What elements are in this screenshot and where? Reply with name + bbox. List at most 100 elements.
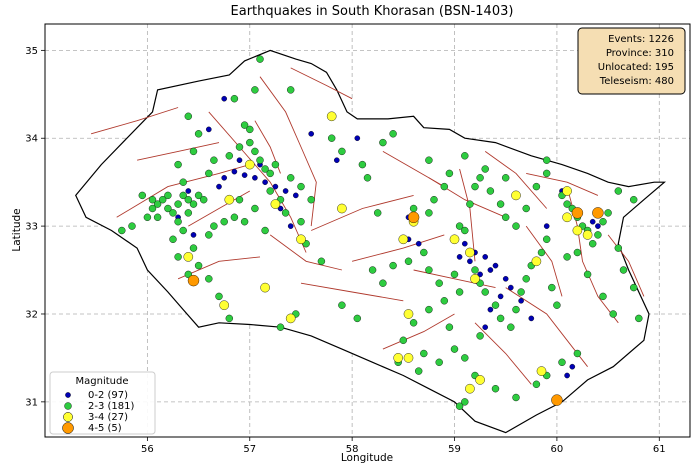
event-marker-mag-0-2 — [205, 126, 212, 133]
event-marker-mag-2-3 — [532, 380, 541, 388]
event-marker-mag-2-3 — [287, 174, 295, 182]
event-marker-mag-2-3 — [594, 231, 602, 239]
event-marker-mag-2-3 — [635, 314, 643, 323]
legend-label-4-5: 4-5 (5) — [88, 423, 122, 434]
event-marker-mag-2-3 — [450, 345, 459, 353]
x-tick-label: 59 — [448, 444, 461, 455]
event-marker-mag-2-3 — [522, 275, 530, 283]
event-marker-mag-3-4 — [511, 190, 521, 201]
event-marker-mag-2-3 — [256, 156, 264, 164]
event-marker-mag-2-3 — [174, 200, 182, 208]
event-marker-mag-0-2 — [308, 130, 315, 137]
event-marker-mag-2-3 — [445, 323, 454, 331]
event-marker-mag-2-3 — [583, 270, 592, 279]
event-marker-mag-0-2 — [543, 223, 550, 229]
event-marker-mag-2-3 — [184, 112, 193, 121]
event-marker-mag-0-2 — [185, 188, 192, 194]
event-marker-mag-3-4 — [572, 225, 583, 236]
event-marker-mag-2-3 — [619, 266, 628, 274]
fault-line — [90, 107, 179, 135]
event-marker-mag-4-5 — [187, 274, 200, 287]
event-marker-mag-2-3 — [630, 195, 638, 204]
event-marker-mag-0-2 — [221, 95, 227, 102]
event-marker-mag-3-4 — [398, 234, 409, 245]
fault-line — [208, 111, 307, 253]
event-marker-mag-3-4 — [536, 366, 547, 376]
magnitude-legend: Magnitude 0-2 (97) 2-3 (181) 3-4 (27) 4-… — [49, 371, 156, 435]
y-tick-label: 32 — [25, 309, 38, 320]
event-marker-mag-0-2 — [569, 363, 576, 370]
event-marker-mag-2-3 — [261, 226, 269, 235]
event-marker-mag-2-3 — [430, 195, 438, 204]
event-marker-mag-0-2 — [467, 258, 473, 265]
event-marker-mag-2-3 — [138, 191, 147, 200]
event-marker-mag-2-3 — [476, 332, 484, 340]
event-marker-mag-0-2 — [482, 254, 489, 260]
fault-line — [526, 172, 599, 196]
event-marker-mag-2-3 — [471, 182, 479, 191]
event-marker-mag-2-3 — [287, 86, 295, 94]
fault-line — [607, 234, 645, 297]
event-marker-mag-2-3 — [589, 239, 597, 248]
event-marker-mag-2-3 — [543, 235, 551, 244]
event-marker-mag-2-3 — [404, 257, 413, 265]
event-marker-mag-4-5 — [551, 394, 563, 406]
event-marker-mag-3-4 — [465, 383, 475, 394]
fault-line — [459, 168, 476, 262]
event-marker-mag-2-3 — [461, 354, 469, 362]
event-marker-mag-2-3 — [169, 209, 177, 217]
event-marker-mag-2-3 — [307, 195, 315, 204]
event-marker-mag-3-4 — [562, 186, 572, 196]
event-marker-mag-0-2 — [507, 284, 514, 291]
event-marker-mag-0-2 — [221, 174, 227, 181]
event-marker-mag-2-3 — [179, 191, 187, 200]
event-marker-mag-0-2 — [190, 232, 197, 238]
event-marker-mag-2-3 — [425, 305, 433, 314]
event-marker-mag-2-3 — [143, 213, 152, 222]
y-tick-label: 35 — [25, 46, 38, 57]
fault-line — [525, 225, 563, 297]
event-marker-mag-2-3 — [461, 226, 469, 235]
event-marker-mag-2-3 — [450, 270, 459, 279]
event-marker-mag-2-3 — [353, 314, 361, 323]
event-marker-mag-2-3 — [471, 266, 479, 274]
event-marker-mag-0-2 — [236, 157, 243, 163]
event-marker-mag-4-5 — [407, 211, 420, 224]
event-marker-mag-2-3 — [210, 156, 218, 164]
event-marker-mag-2-3 — [491, 301, 500, 309]
event-marker-mag-2-3 — [609, 310, 617, 318]
event-marker-mag-2-3 — [573, 349, 582, 358]
event-marker-mag-2-3 — [297, 217, 305, 226]
event-marker-mag-2-3 — [281, 209, 290, 217]
event-marker-mag-2-3 — [235, 195, 244, 204]
event-marker-mag-4-5 — [571, 207, 584, 219]
event-marker-mag-2-3 — [158, 195, 167, 204]
event-marker-mag-2-3 — [543, 169, 551, 178]
stats-box: Events: 1226 Province: 310 Unlocated: 19… — [577, 27, 686, 95]
event-marker-mag-2-3 — [435, 279, 443, 287]
event-marker-mag-0-2 — [354, 135, 361, 141]
event-marker-mag-3-4 — [285, 313, 296, 324]
event-marker-mag-2-3 — [440, 297, 448, 305]
fault-line — [269, 234, 343, 271]
event-marker-mag-2-3 — [276, 323, 285, 331]
event-marker-mag-3-4 — [531, 256, 542, 267]
event-marker-mag-3-4 — [403, 353, 414, 363]
y-tick-label: 33 — [25, 222, 38, 233]
event-marker-mag-2-3 — [461, 398, 469, 406]
event-marker-mag-2-3 — [225, 314, 234, 323]
event-marker-mag-0-2 — [262, 179, 268, 185]
event-marker-mag-2-3 — [148, 204, 157, 213]
event-marker-mag-2-3 — [338, 147, 346, 156]
legend-marker-3-4 — [63, 412, 73, 422]
event-marker-mag-2-3 — [210, 222, 218, 230]
event-marker-mag-2-3 — [328, 134, 336, 142]
event-marker-mag-2-3 — [599, 217, 607, 226]
fault-line — [300, 282, 404, 302]
event-marker-mag-2-3 — [379, 138, 387, 147]
legend-label-0-2: 0-2 (97) — [88, 390, 128, 401]
fault-line — [290, 67, 353, 100]
event-marker-mag-2-3 — [563, 200, 571, 208]
event-marker-mag-2-3 — [461, 152, 469, 160]
